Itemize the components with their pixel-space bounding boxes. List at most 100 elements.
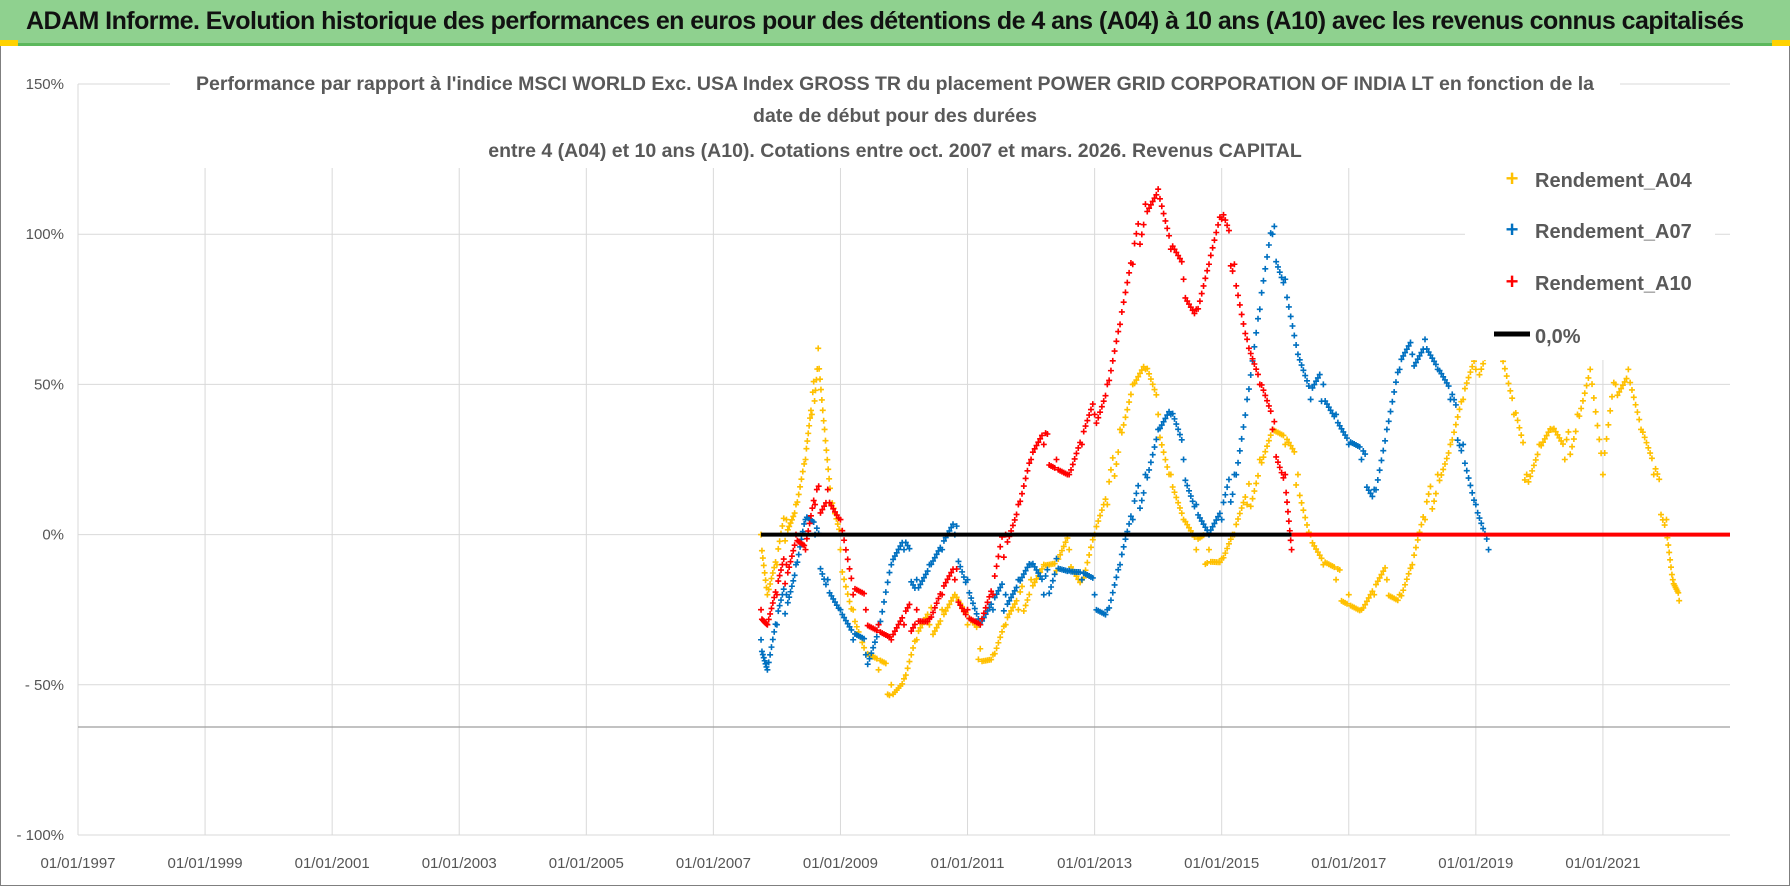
data-point-a07-filler <box>1402 349 1409 356</box>
data-point-a04-filler <box>790 513 797 520</box>
data-point-a10-filler <box>984 599 991 606</box>
data-point-a10-filler <box>1038 432 1045 439</box>
data-point-a10-filler <box>1037 435 1044 442</box>
data-point-a10-filler <box>1026 460 1033 467</box>
data-point-a04-filler <box>1113 461 1120 468</box>
legend-label-a10: Rendement_A10 <box>1535 273 1692 295</box>
data-point-a04-filler <box>1668 571 1675 578</box>
data-point-a10-filler <box>1247 350 1254 357</box>
data-point-a10-filler <box>1169 243 1176 250</box>
data-point-a07-filler <box>784 599 791 606</box>
data-point-a04-filler <box>1394 597 1401 604</box>
data-point-a07-filler <box>1322 397 1329 404</box>
data-point-a04-filler <box>1412 544 1419 551</box>
data-point-a04-filler <box>1262 448 1269 455</box>
data-point-a07-filler <box>1162 415 1169 422</box>
data-point-a04-filler <box>1280 432 1287 439</box>
data-point-a10-filler <box>807 512 814 519</box>
data-point-a07-filler <box>1013 584 1020 591</box>
data-point-a04-filler <box>1264 443 1271 450</box>
data-point-a10-filler <box>960 608 967 615</box>
data-point-a07-filler <box>1476 515 1483 522</box>
data-point-a04-filler <box>1601 450 1608 457</box>
data-point-a07-filler <box>884 579 891 586</box>
data-point-a04-filler <box>1098 507 1105 514</box>
data-point-a10-filler <box>1035 439 1042 446</box>
data-point-a04-filler <box>1336 566 1343 573</box>
data-point-a07-filler <box>1273 258 1280 265</box>
data-point-a04-filler <box>1647 450 1654 457</box>
data-point-a07-filler <box>1465 475 1472 482</box>
data-point-a07 <box>1282 276 1289 283</box>
data-point-a04-filler <box>1178 510 1185 517</box>
data-point-a10-filler <box>1087 406 1094 413</box>
data-point-a04-filler <box>1576 413 1583 420</box>
data-point-a10-filler <box>1215 221 1222 228</box>
data-point-a04 <box>939 606 946 613</box>
data-point-a04-filler <box>1160 449 1167 456</box>
data-point-a04-filler <box>1149 381 1156 388</box>
data-point-a07-filler <box>930 557 937 564</box>
data-point-a07-filler <box>1158 422 1165 429</box>
data-point-a07-filler <box>893 549 900 556</box>
data-point-a04-filler <box>946 601 953 608</box>
data-point-a04-filler <box>1521 476 1528 483</box>
data-point-a04 <box>808 411 815 418</box>
data-point-a07-filler <box>969 600 976 607</box>
data-point-a10-filler <box>768 605 775 612</box>
data-point-a04-filler <box>1652 465 1659 472</box>
y-tick-label: 50% <box>34 376 64 393</box>
data-point-a04-filler <box>1153 391 1160 398</box>
data-point-a10-filler <box>769 599 776 606</box>
data-point-a04-filler <box>1356 607 1363 614</box>
data-point-a07-filler <box>1469 489 1476 496</box>
data-point-a10-filler <box>1135 220 1142 227</box>
data-point-a07-filler <box>839 611 846 618</box>
data-point-a10-filler <box>1164 225 1171 232</box>
data-point-a07-filler <box>759 651 766 658</box>
data-point-a07-filler <box>1147 459 1154 466</box>
data-point-a04-filler <box>1158 441 1165 448</box>
y-tick-label: - 50% <box>25 677 64 694</box>
data-point-a10-filler <box>776 572 783 579</box>
data-point-a07-filler <box>1291 332 1298 339</box>
x-tick-label: 01/01/2007 <box>676 855 751 872</box>
data-point-a04-filler <box>1382 564 1389 571</box>
data-point-a07-filler <box>1331 413 1338 420</box>
data-point-a10-filler <box>1000 554 1007 561</box>
data-point-a04-filler <box>834 521 841 528</box>
data-point-a10-filler <box>937 590 944 597</box>
data-point-a04-filler <box>940 611 947 618</box>
data-point-a07-filler <box>760 654 767 661</box>
data-point-a07-filler <box>890 556 897 563</box>
data-point-a10-filler <box>1242 330 1249 337</box>
data-point-a07-filler <box>1458 447 1465 454</box>
data-point-a10 <box>913 606 920 613</box>
data-point-a07-filler <box>1380 447 1387 454</box>
data-point-a07-filler <box>1140 489 1147 496</box>
data-point-a04-filler <box>1378 571 1385 578</box>
data-point-a07-filler <box>902 539 909 546</box>
data-point-a04-filler <box>1554 431 1561 438</box>
data-point-a04 <box>1294 471 1301 478</box>
data-point-a10-filler <box>787 558 794 565</box>
data-point-a07-filler <box>1325 404 1332 411</box>
data-point-a04 <box>1447 441 1454 448</box>
data-point-a04-filler <box>786 523 793 530</box>
data-point-a10-filler <box>767 610 774 617</box>
data-point-a04-filler <box>1530 462 1537 469</box>
data-point-a04-filler <box>1619 382 1626 389</box>
y-tick-label: 100% <box>26 226 64 243</box>
data-point-a07-filler <box>1000 607 1007 614</box>
data-point-a10-filler <box>1260 387 1267 394</box>
data-point-a04-filler <box>776 538 783 545</box>
data-point-a10 <box>1231 261 1238 268</box>
data-point-a07 <box>1422 336 1429 343</box>
data-point-a07-filler <box>813 525 820 532</box>
data-point-a07-filler <box>1037 573 1044 580</box>
data-point-a04 <box>802 456 809 463</box>
data-point-a07-filler <box>1334 419 1341 426</box>
data-point-a04-filler <box>1478 366 1485 373</box>
data-point-a10-filler <box>1285 518 1292 525</box>
data-point-a07-filler <box>1391 388 1398 395</box>
